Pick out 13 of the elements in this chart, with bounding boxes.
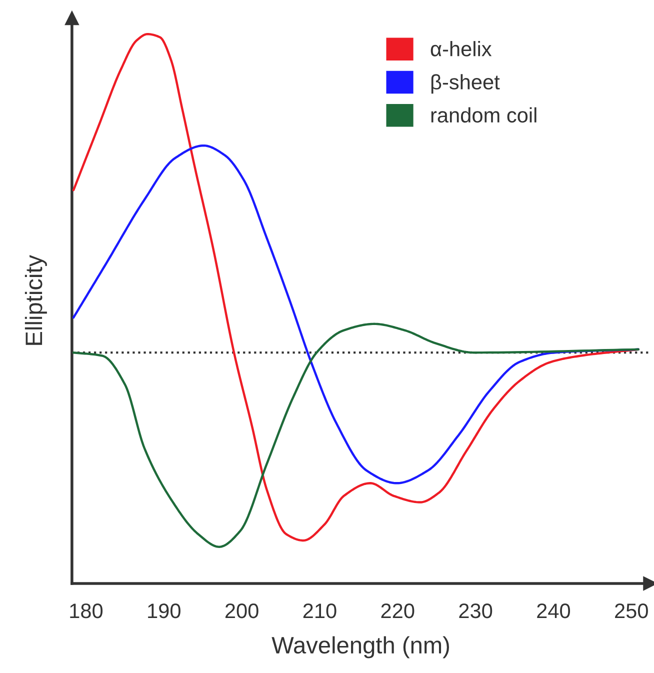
x-tick-label: 240 — [537, 603, 570, 618]
x-tick-label: 230 — [459, 603, 492, 618]
x-tick-label: 200 — [225, 603, 258, 618]
x-tick-label: 190 — [148, 603, 180, 618]
x-tick-label: 220 — [381, 603, 414, 618]
y-axis-title: Ellipticity — [24, 254, 47, 345]
x-tick-label: 180 — [70, 603, 103, 618]
x-tick-label: 210 — [303, 603, 336, 618]
legend-label: α-helix — [430, 41, 492, 56]
x-axis-title: Wavelength (nm) — [272, 636, 449, 658]
x-tick-label: 250 — [615, 603, 648, 618]
legend-label: random coil — [431, 107, 536, 123]
legend-label: β-sheet — [431, 74, 500, 94]
